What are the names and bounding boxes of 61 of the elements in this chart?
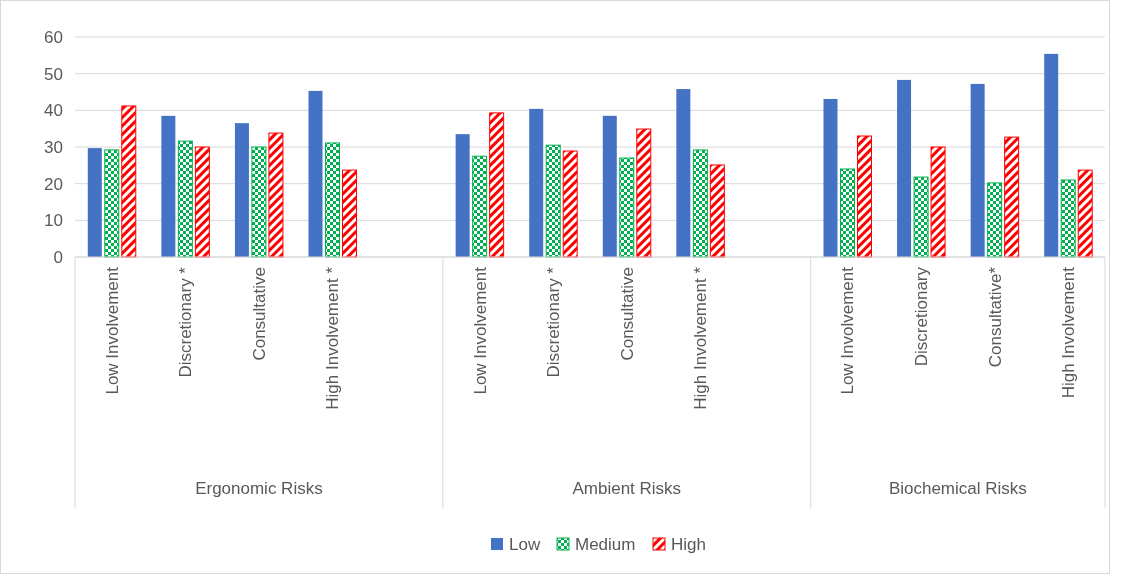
bar [545,144,561,258]
x-tick-label: Consultative* [985,266,1005,368]
bar [529,108,544,257]
bar [455,134,470,257]
y-tick-label: 60 [44,27,63,47]
bar [121,105,137,258]
text: Ambient Risks [572,479,682,498]
bar [840,168,855,258]
text: Biochemical Risks [888,479,1027,498]
legend-label: Low [509,534,541,554]
text: Ergonomic Risks [195,479,323,498]
bar [913,176,929,258]
x-tick-label: High Involvement [1059,266,1079,399]
bar [342,169,357,258]
bar [1004,136,1020,258]
bar [823,98,838,257]
bar [987,182,1003,258]
y-tick-label: 10 [44,211,63,231]
x-tick-label: Discretionary [912,266,932,367]
bar [1060,179,1076,258]
bar [177,140,193,258]
x-tick-label: Low Involvement [470,266,490,395]
bar [234,123,249,257]
bar [602,115,617,257]
x-tick-label: High Involvement * [691,266,711,410]
y-tick-label: 20 [44,174,63,194]
x-tick-label: Consultative [249,267,269,361]
y-tick-label: 40 [44,101,63,121]
bar [472,155,488,258]
x-tick-label: Consultative [617,267,637,361]
y-tick-label: 30 [44,137,63,157]
bar [489,112,505,258]
legend-label: Medium [575,534,636,554]
bar [1044,53,1059,257]
bar [562,150,578,258]
bar [251,146,267,258]
bar [857,135,872,258]
bar [325,142,340,258]
bar [636,128,652,258]
bar [692,149,708,258]
x-tick-label: Low Involvement [102,266,122,395]
bar [1077,169,1093,258]
y-tick-label: 0 [53,247,63,267]
bar [308,90,323,257]
x-tick-label: Low Involvement [838,266,858,395]
y-tick-label: 50 [44,64,63,84]
legend-label: High [671,534,706,554]
x-tick-label: Discretionary * [544,266,564,378]
bar [161,115,176,257]
bar [930,146,946,258]
x-tick-label: High Involvement * [323,266,343,410]
bar [709,164,725,258]
x-tick-label: Discretionary * [176,266,196,378]
bar [970,83,985,257]
bar [619,157,635,258]
bar [897,79,912,257]
bar [194,146,210,258]
bar [268,132,284,258]
bar [104,149,120,258]
bar [676,89,691,257]
bar [87,148,102,257]
